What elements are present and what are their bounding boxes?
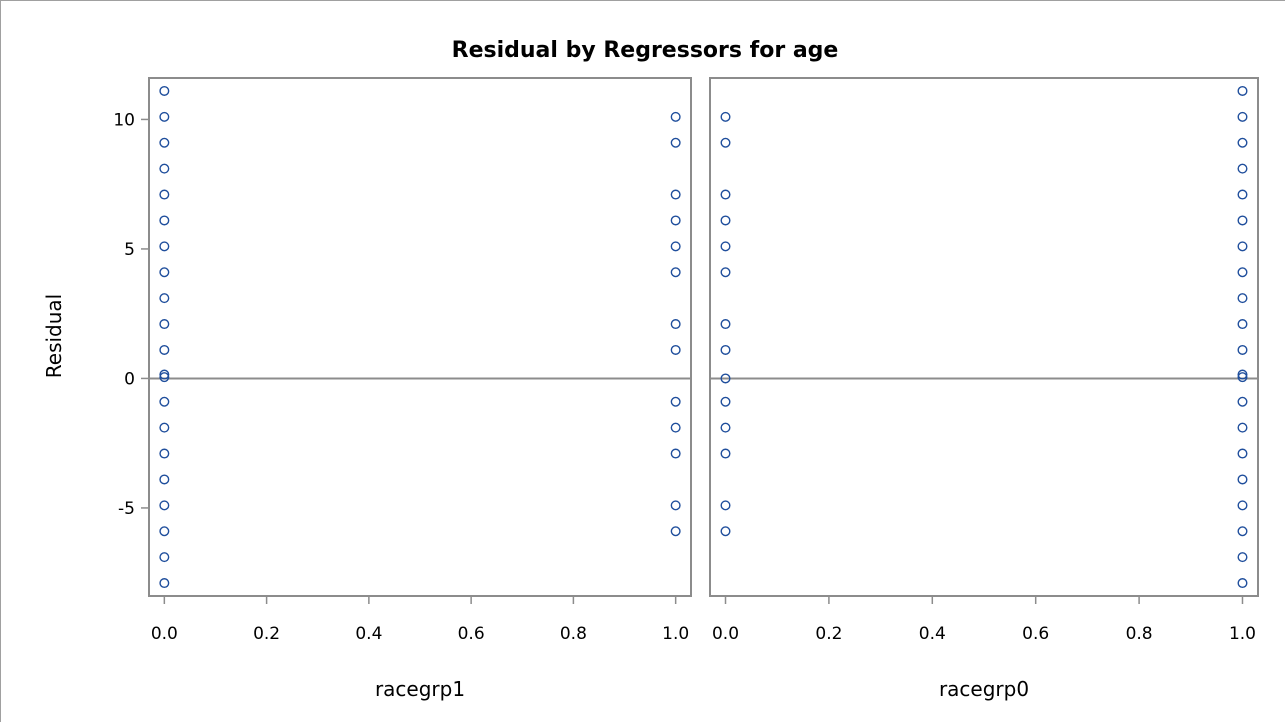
panel-frame <box>148 77 692 597</box>
data-point <box>159 369 170 380</box>
data-point <box>1237 396 1248 407</box>
data-point <box>720 500 731 511</box>
data-point <box>670 396 681 407</box>
data-point <box>159 396 170 407</box>
x-tick-label: 0.4 <box>919 624 946 644</box>
data-point <box>720 319 731 330</box>
data-point <box>670 500 681 511</box>
data-point <box>1237 319 1248 330</box>
data-point <box>670 215 681 226</box>
data-point <box>720 137 731 148</box>
data-point <box>670 241 681 252</box>
data-point <box>1237 474 1248 485</box>
panel-frame <box>709 77 1259 597</box>
data-point <box>159 85 170 96</box>
data-point <box>159 163 170 174</box>
data-point <box>1237 189 1248 200</box>
data-point <box>720 448 731 459</box>
data-point <box>1237 526 1248 537</box>
data-point <box>1237 163 1248 174</box>
data-point <box>159 111 170 122</box>
data-point <box>720 422 731 433</box>
data-point <box>720 189 731 200</box>
data-point <box>159 372 170 383</box>
data-point <box>159 319 170 330</box>
data-point <box>720 344 731 355</box>
data-point <box>1237 137 1248 148</box>
data-point <box>159 448 170 459</box>
data-point <box>670 422 681 433</box>
x-tick-label: 0.6 <box>1022 624 1049 644</box>
data-point <box>1237 500 1248 511</box>
data-point <box>1237 293 1248 304</box>
x-tick-label: 0.0 <box>151 624 178 644</box>
x-axis-label: racegrp1 <box>375 677 465 701</box>
x-axis-label: racegrp0 <box>939 677 1029 701</box>
data-point <box>1237 422 1248 433</box>
data-point <box>670 526 681 537</box>
data-point <box>159 578 170 589</box>
data-point <box>670 344 681 355</box>
x-tick-label: 0.4 <box>355 624 382 644</box>
data-point <box>159 293 170 304</box>
data-point <box>1237 448 1248 459</box>
data-point <box>720 111 731 122</box>
x-tick-label: 0.2 <box>815 624 842 644</box>
data-point <box>720 267 731 278</box>
y-tick-label: 5 <box>124 240 135 260</box>
x-tick-label: 0.8 <box>560 624 587 644</box>
data-point <box>159 137 170 148</box>
chart-title: Residual by Regressors for age <box>452 38 839 63</box>
x-tick-label: 1.0 <box>1229 624 1256 644</box>
data-point <box>670 319 681 330</box>
data-point <box>720 373 731 384</box>
data-point <box>1237 215 1248 226</box>
y-axis-label: Residual <box>42 294 66 378</box>
data-point <box>670 137 681 148</box>
data-point <box>1237 85 1248 96</box>
data-point <box>720 396 731 407</box>
y-tick-label: -5 <box>118 499 135 519</box>
x-tick-label: 0.0 <box>712 624 739 644</box>
data-point <box>670 267 681 278</box>
data-point <box>670 448 681 459</box>
data-point <box>1237 369 1248 380</box>
x-tick-label: 0.6 <box>458 624 485 644</box>
data-point <box>1237 552 1248 563</box>
data-point <box>670 111 681 122</box>
data-point <box>159 189 170 200</box>
data-point <box>159 241 170 252</box>
data-point <box>159 500 170 511</box>
data-point <box>159 526 170 537</box>
data-point <box>159 344 170 355</box>
data-point <box>1237 578 1248 589</box>
data-point <box>720 215 731 226</box>
data-point <box>159 215 170 226</box>
data-point <box>1237 344 1248 355</box>
data-point <box>720 526 731 537</box>
data-point <box>1237 111 1248 122</box>
data-point <box>1237 267 1248 278</box>
x-tick-label: 0.2 <box>253 624 280 644</box>
data-point <box>720 241 731 252</box>
y-tick-label: 10 <box>113 110 135 130</box>
data-point <box>159 552 170 563</box>
y-tick-label: 0 <box>124 369 135 389</box>
x-tick-label: 1.0 <box>662 624 689 644</box>
data-point <box>670 189 681 200</box>
data-point <box>1237 372 1248 383</box>
data-point <box>1237 241 1248 252</box>
data-point <box>159 267 170 278</box>
data-point <box>159 422 170 433</box>
x-tick-label: 0.8 <box>1126 624 1153 644</box>
data-point <box>159 474 170 485</box>
plot-panels: -5 0 5 10 0.0 0.2 0.4 0.6 0.8 1.0 racegrp1 0.0 0.2 0.… <box>113 77 1259 701</box>
